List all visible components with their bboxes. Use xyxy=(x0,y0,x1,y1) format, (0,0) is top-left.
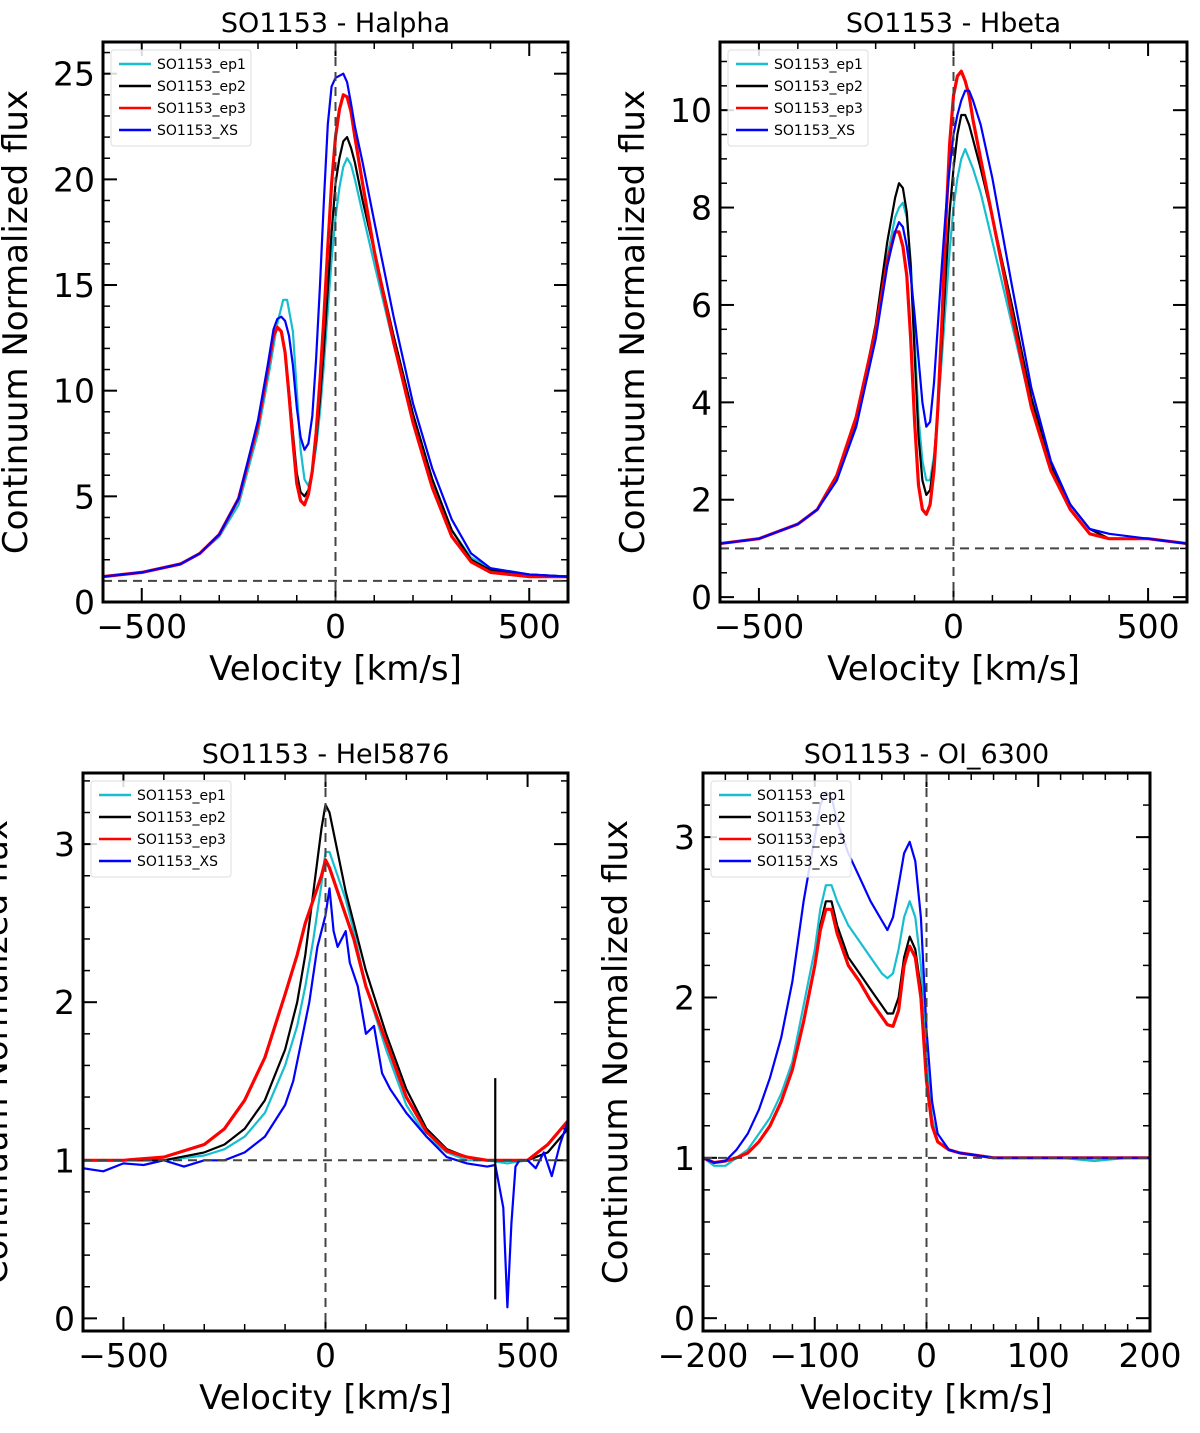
y-tick-label: 10 xyxy=(670,91,712,130)
x-axis-label: Velocity [km/s] xyxy=(800,1378,1053,1418)
legend-label: SO1153_ep3 xyxy=(774,101,863,117)
y-tick-label: 25 xyxy=(53,55,95,94)
y-tick-label: 10 xyxy=(53,372,95,411)
legend-label: SO1153_ep1 xyxy=(774,57,863,73)
legend: SO1153_ep1 SO1153_ep2 SO1153_ep3 SO1153_XS xyxy=(110,49,252,147)
legend-label: SO1153_XS xyxy=(157,123,238,139)
legend-label: SO1153_ep1 xyxy=(757,788,846,804)
legend-box xyxy=(110,49,252,147)
y-tick-label: 0 xyxy=(74,583,95,622)
x-axis-label: Velocity [km/s] xyxy=(199,1378,452,1418)
legend-label: SO1153_ep2 xyxy=(137,810,226,826)
x-tick-label: −200 xyxy=(658,1336,749,1375)
y-axis-label: Continuum Normalized flux xyxy=(0,90,36,554)
plot-frame xyxy=(701,771,1152,1333)
chart-title: SO1153 - Halpha xyxy=(221,8,450,39)
x-tick-label: −500 xyxy=(96,607,187,646)
series-line-SO1153_XS xyxy=(720,89,1187,545)
series-line-SO1153_XS xyxy=(103,72,568,578)
legend-label: SO1153_XS xyxy=(757,854,838,870)
legend-box xyxy=(710,780,852,878)
legend-label: SO1153_XS xyxy=(774,123,855,139)
series-line-SO1153_XS xyxy=(703,791,1150,1164)
y-tick-label: 0 xyxy=(674,1299,695,1338)
legend-label: SO1153_ep2 xyxy=(774,79,863,95)
x-tick-label: 0 xyxy=(943,607,964,646)
legend-label: SO1153_ep1 xyxy=(157,57,246,73)
legend-box xyxy=(90,780,232,878)
x-tick-label: 100 xyxy=(1007,1336,1070,1375)
x-tick-label: 0 xyxy=(325,607,346,646)
panel-2: SO1153 - Hbeta Velocity [km/s] Continuum N… xyxy=(613,8,1189,689)
legend-label: SO1153_ep2 xyxy=(157,79,246,95)
y-tick-label: 6 xyxy=(691,286,712,325)
y-axis-label: Continuum Normalized flux xyxy=(596,820,636,1284)
plot-frame xyxy=(81,771,570,1333)
x-axis-label: Velocity [km/s] xyxy=(827,649,1080,689)
chart-title: SO1153 - Hbeta xyxy=(846,8,1061,39)
y-tick-label: 15 xyxy=(53,266,95,305)
panel-3: SO1153 - HeI5876 Velocity [km/s] Continuum… xyxy=(0,739,570,1418)
legend: SO1153_ep1 SO1153_ep2 SO1153_ep3 SO1153_XS xyxy=(710,780,852,878)
y-tick-label: 3 xyxy=(674,818,695,857)
y-tick-label: 1 xyxy=(54,1141,75,1180)
series-line-SO1153_ep3 xyxy=(720,69,1187,546)
x-tick-label: −500 xyxy=(714,607,805,646)
y-tick-label: 0 xyxy=(691,578,712,617)
y-tick-label: 3 xyxy=(54,825,75,864)
legend-label: SO1153_ep3 xyxy=(157,101,246,117)
y-tick-label: 20 xyxy=(53,160,95,199)
panel-1: SO1153 - Halpha Velocity [km/s] Continuum … xyxy=(0,8,570,689)
y-tick-label: 2 xyxy=(691,481,712,520)
plot-frame xyxy=(718,40,1189,604)
x-tick-label: 0 xyxy=(916,1336,937,1375)
y-tick-label: 4 xyxy=(691,383,712,422)
panel-4: SO1153 - OI_6300 Velocity [km/s] Continuum… xyxy=(596,739,1182,1418)
y-axis-label: Continuum Normalized flux xyxy=(0,820,16,1284)
x-tick-label: 500 xyxy=(498,607,561,646)
chart-title: SO1153 - OI_6300 xyxy=(804,739,1049,770)
legend-label: SO1153_ep2 xyxy=(757,810,846,826)
y-tick-label: 1 xyxy=(674,1139,695,1178)
x-axis-label: Velocity [km/s] xyxy=(209,649,462,689)
legend-label: SO1153_ep1 xyxy=(137,788,226,804)
y-tick-label: 2 xyxy=(54,983,75,1022)
chart-title: SO1153 - HeI5876 xyxy=(202,739,450,770)
x-tick-label: −100 xyxy=(769,1336,860,1375)
y-tick-label: 2 xyxy=(674,978,695,1017)
legend-label: SO1153_XS xyxy=(137,854,218,870)
legend: SO1153_ep1 SO1153_ep2 SO1153_ep3 SO1153_XS xyxy=(90,780,232,878)
legend-label: SO1153_ep3 xyxy=(137,832,226,848)
legend: SO1153_ep1 SO1153_ep2 SO1153_ep3 SO1153_XS xyxy=(727,49,869,147)
legend-label: SO1153_ep3 xyxy=(757,832,846,848)
legend-box xyxy=(727,49,869,147)
x-tick-label: 0 xyxy=(315,1336,336,1375)
x-tick-label: −500 xyxy=(78,1336,169,1375)
x-tick-label: 500 xyxy=(1117,607,1180,646)
y-tick-label: 8 xyxy=(691,189,712,228)
series-line-SO1153_ep3 xyxy=(83,858,568,1162)
y-axis-label: Continuum Normalized flux xyxy=(613,90,653,554)
x-tick-label: 200 xyxy=(1119,1336,1182,1375)
y-tick-label: 0 xyxy=(54,1299,75,1338)
x-tick-label: 500 xyxy=(496,1336,559,1375)
plot-frame xyxy=(101,40,570,604)
y-tick-label: 5 xyxy=(74,477,95,516)
